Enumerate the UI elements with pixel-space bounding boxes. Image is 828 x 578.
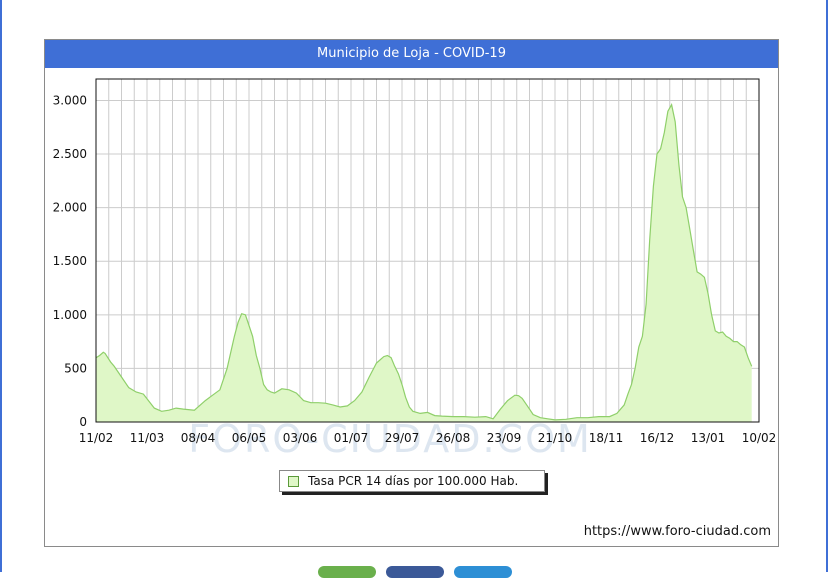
area-layer [95,103,753,422]
page-border-right [826,0,828,572]
source-url: https://www.foro-ciudad.com [583,524,771,539]
x-tick-label: 06/05 [232,431,267,445]
y-axis: 0 500 1.000 1.500 2.000 2.500 3.000 [53,93,87,429]
share-button-lightblue[interactable] [454,566,512,578]
legend: Tasa PCR 14 días por 100.000 Hab. [279,470,545,492]
x-tick-label: 16/12 [640,431,675,445]
x-tick-label: 13/01 [691,431,726,445]
x-tick-label: 01/07 [334,431,369,445]
x-axis: 11/02 11/03 08/04 06/05 03/06 01/07 29/07 26/08… [79,431,777,445]
series-area [96,104,752,422]
chart-plot: FORO-CIUDAD.COM 0 500 1.000 1.500 2.000 2.500… [53,78,777,461]
share-button-blue[interactable] [386,566,444,578]
chart-title: Municipio de Loja - COVID-19 [45,40,778,68]
plot-border [95,78,760,423]
x-tick-label: 10/02 [742,431,777,445]
watermark: FORO-CIUDAD.COM [188,417,592,461]
y-tick-label: 3.000 [53,93,87,107]
x-tick-label: 11/03 [130,431,165,445]
page-border-left [0,0,2,572]
x-tick-label: 03/06 [283,431,318,445]
legend-label: Tasa PCR 14 días por 100.000 Hab. [308,474,519,488]
x-tick-label: 08/04 [181,431,216,445]
legend-swatch [288,476,299,487]
grid-lines [96,79,759,422]
y-tick-label: 0 [79,415,87,429]
x-tick-label: 11/02 [79,431,114,445]
x-tick-label: 26/08 [436,431,471,445]
y-tick-label: 1.000 [53,308,87,322]
share-button-green[interactable] [318,566,376,578]
x-tick-label: 23/09 [487,431,522,445]
x-tick-label: 21/10 [538,431,573,445]
y-tick-label: 2.500 [53,147,87,161]
chart-frame: Municipio de Loja - COVID-19 FORO-CIUDAD… [44,39,779,547]
y-tick-label: 1.500 [53,254,87,268]
x-tick-label: 29/07 [385,431,420,445]
y-tick-label: 500 [64,361,87,375]
series-line [95,103,753,421]
x-tick-label: 18/11 [589,431,624,445]
y-tick-label: 2.000 [53,201,87,215]
